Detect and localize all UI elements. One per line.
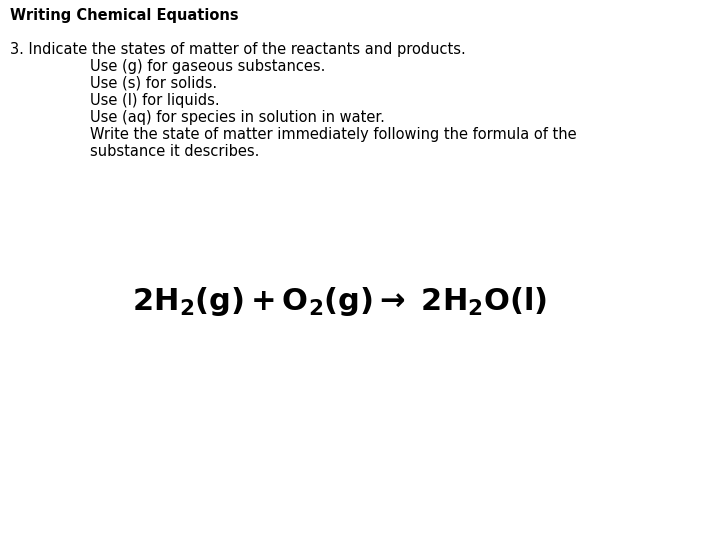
Text: substance it describes.: substance it describes. [90,144,259,159]
Text: Use (aq) for species in solution in water.: Use (aq) for species in solution in wate… [90,110,385,125]
Text: Writing Chemical Equations: Writing Chemical Equations [10,8,238,23]
Text: 3. Indicate the states of matter of the reactants and products.: 3. Indicate the states of matter of the … [10,42,466,57]
Text: Use (l) for liquids.: Use (l) for liquids. [90,93,220,108]
Text: Write the state of matter immediately following the formula of the: Write the state of matter immediately fo… [90,127,577,142]
Text: $\mathbf{2H_2(g) + O_2(g) \rightarrow \ 2H_2O(l)}$: $\mathbf{2H_2(g) + O_2(g) \rightarrow \ … [132,285,548,318]
Text: Use (s) for solids.: Use (s) for solids. [90,76,217,91]
Text: Use (g) for gaseous substances.: Use (g) for gaseous substances. [90,59,325,74]
